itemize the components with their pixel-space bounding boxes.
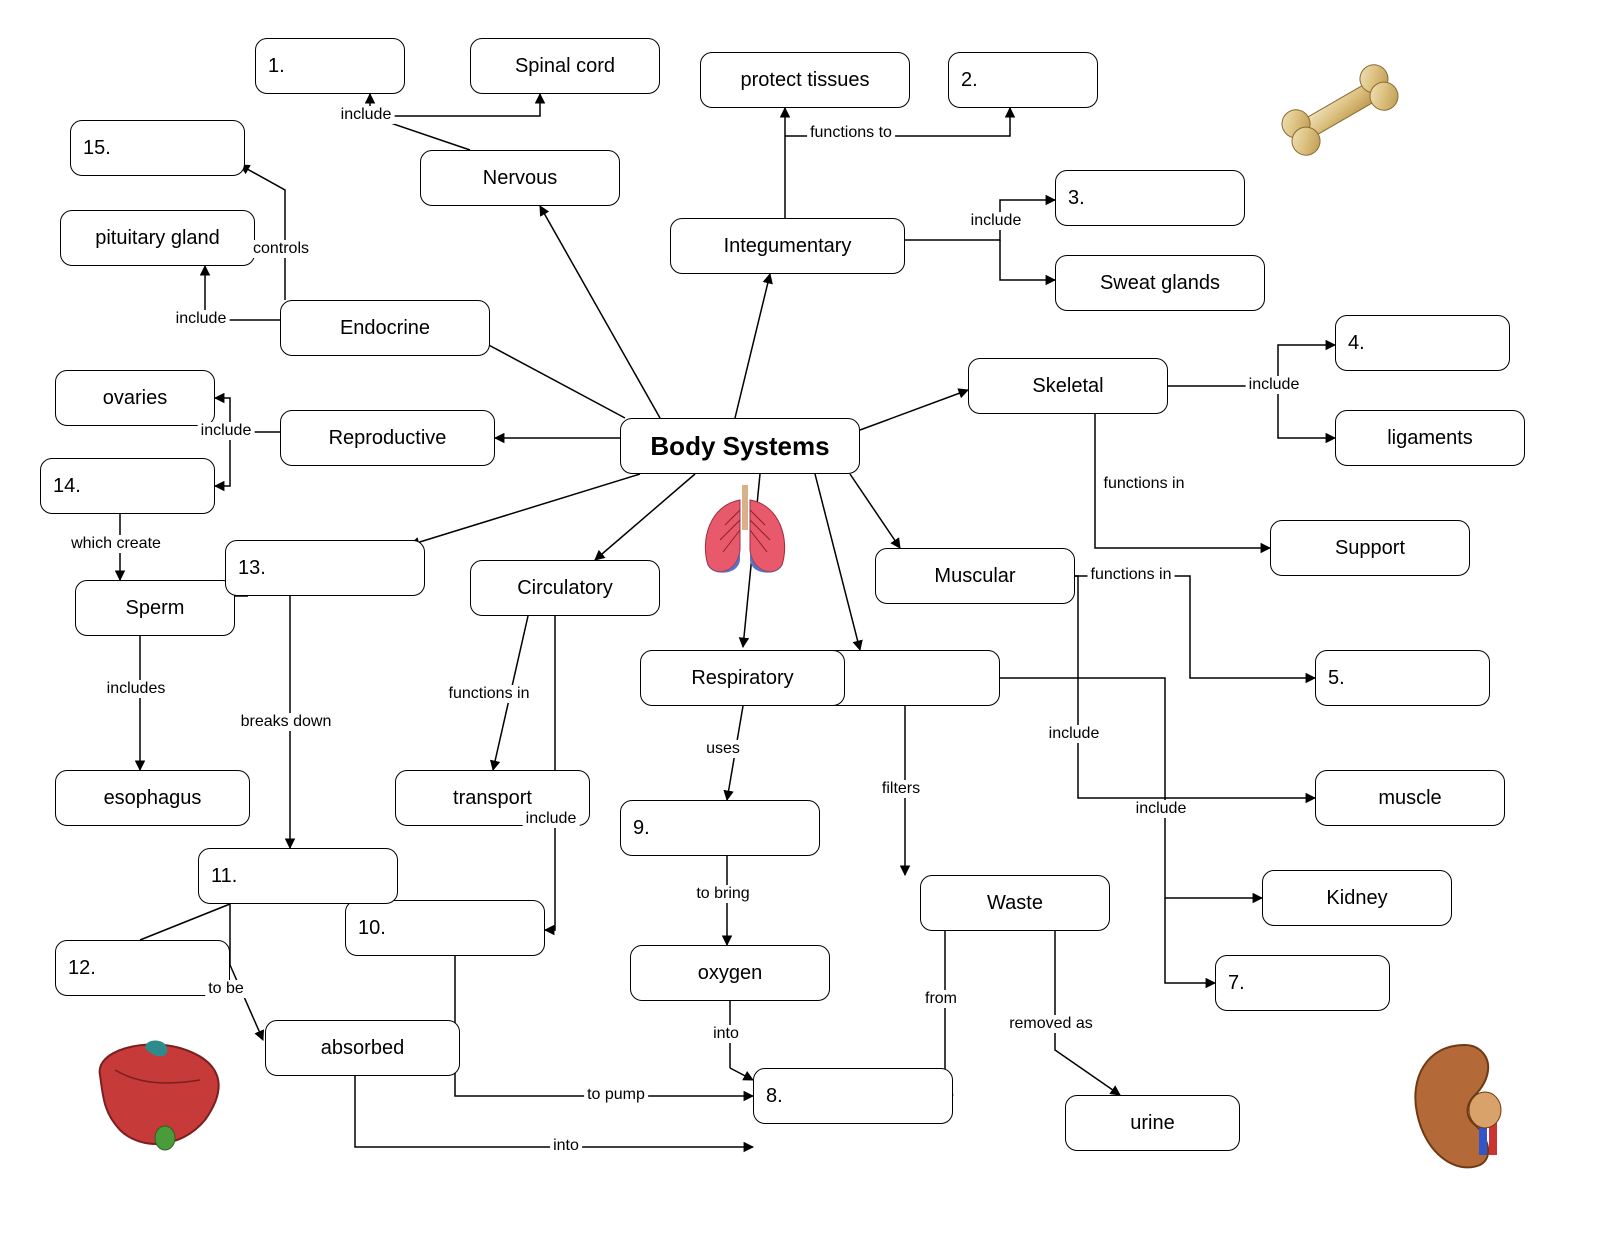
edge-24 <box>1075 576 1315 678</box>
edge-2 <box>540 206 660 418</box>
node-body: Body Systems <box>620 418 860 474</box>
node-endocrine: Endocrine <box>280 300 490 356</box>
edge-label-23: functions in <box>1101 475 1188 493</box>
edge-label-17: controls <box>250 240 312 258</box>
edge-label-24: functions in <box>1088 566 1175 584</box>
edge-label-31: removed as <box>1006 1015 1096 1033</box>
edge-label-16: include <box>173 310 230 328</box>
edge-label-41: breaks down <box>238 713 335 731</box>
node-spinal: Spinal cord <box>470 38 660 94</box>
edge-27 <box>1165 898 1215 983</box>
edge-6 <box>815 474 860 650</box>
node-n1: 1. <box>255 38 405 94</box>
node-resp: Respiratory <box>640 650 845 706</box>
edge-5 <box>850 474 900 548</box>
edge-label-36: uses <box>703 740 743 758</box>
edge-25 <box>1000 576 1315 798</box>
edge-39 <box>730 1068 753 1080</box>
edge-26 <box>1000 678 1262 898</box>
kidney-organ-icon <box>1395 1035 1525 1185</box>
edge-label-26: include <box>1133 800 1190 818</box>
edge-label-28: filters <box>879 780 923 798</box>
node-n12: 12. <box>55 940 230 996</box>
node-n14: 14. <box>40 458 215 514</box>
node-n4: 4. <box>1335 315 1510 371</box>
edge-4 <box>860 390 968 430</box>
edge-label-38: into <box>710 1025 742 1043</box>
edge-label-33: include <box>523 810 580 828</box>
edge-11 <box>370 94 540 116</box>
node-kidney: Kidney <box>1262 870 1452 926</box>
edge-8 <box>595 474 695 560</box>
node-esoph: esophagus <box>55 770 250 826</box>
node-waste: Waste <box>920 875 1110 931</box>
edge-label-44: to be <box>205 980 247 998</box>
edge-label-12: functions to <box>807 124 895 142</box>
node-n8: 8. <box>753 1068 953 1124</box>
node-n15: 15. <box>70 120 245 176</box>
node-n10: 10. <box>345 900 545 956</box>
node-oxygen: oxygen <box>630 945 830 1001</box>
edge-15 <box>1000 240 1055 280</box>
edge-9 <box>410 474 640 545</box>
node-sperm: Sperm <box>75 580 235 636</box>
liver-icon <box>85 1030 235 1160</box>
edge-label-40: includes <box>104 680 169 698</box>
edge-44 <box>230 965 263 1040</box>
node-n2: 2. <box>948 52 1098 108</box>
node-n9: 9. <box>620 800 820 856</box>
edge-label-29: from <box>922 990 960 1008</box>
node-circ: Circulatory <box>470 560 660 616</box>
edge-label-35: to pump <box>584 1086 648 1104</box>
edge-label-37: to bring <box>693 885 752 903</box>
edge-label-21: include <box>1246 376 1303 394</box>
edge-1 <box>470 335 625 418</box>
edge-3 <box>735 274 770 418</box>
node-integ: Integumentary <box>670 218 905 274</box>
edge-43 <box>140 904 230 940</box>
node-n5: 5. <box>1315 650 1490 706</box>
edge-label-14: include <box>968 212 1025 230</box>
node-n3: 3. <box>1055 170 1245 226</box>
node-n13: 13. <box>225 540 425 596</box>
lungs-icon <box>690 480 800 580</box>
node-skeletal: Skeletal <box>968 358 1168 414</box>
node-protect: protect tissues <box>700 52 910 108</box>
node-ligaments: ligaments <box>1335 410 1525 466</box>
node-ovaries: ovaries <box>55 370 215 426</box>
edge-label-10: include <box>338 106 395 124</box>
node-muscular: Muscular <box>875 548 1075 604</box>
node-n7: 7. <box>1215 955 1390 1011</box>
edge-label-25: include <box>1046 725 1103 743</box>
edge-label-45: into <box>550 1137 582 1155</box>
bone-icon <box>1260 45 1420 175</box>
node-absorbed: absorbed <box>265 1020 460 1076</box>
edge-label-20: which create <box>68 535 164 553</box>
node-nervous: Nervous <box>420 150 620 206</box>
node-support: Support <box>1270 520 1470 576</box>
node-sweat: Sweat glands <box>1055 255 1265 311</box>
edge-19 <box>215 432 230 486</box>
node-n11: 11. <box>198 848 398 904</box>
edge-31 <box>1055 931 1120 1095</box>
node-pituitary: pituitary gland <box>60 210 255 266</box>
node-repro: Reproductive <box>280 410 495 466</box>
node-muscle: muscle <box>1315 770 1505 826</box>
node-urine: urine <box>1065 1095 1240 1151</box>
edge-layer <box>0 0 1602 1242</box>
edge-label-18: include <box>198 422 255 440</box>
edge-label-32: functions in <box>446 685 533 703</box>
